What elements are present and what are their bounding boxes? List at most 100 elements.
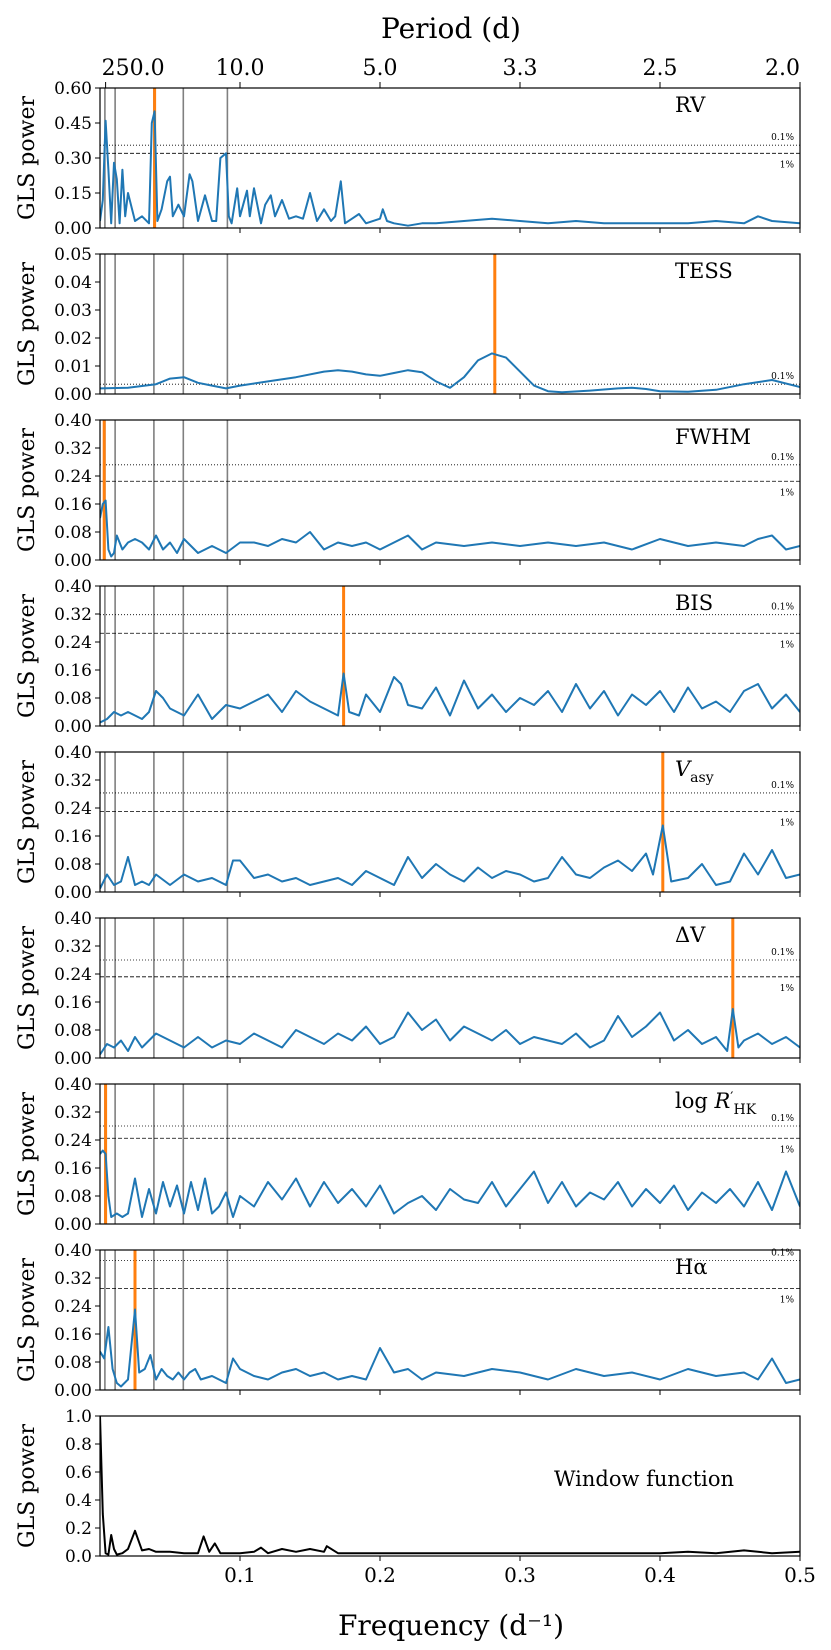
fap-threshold-label: 0.1% [771, 948, 794, 958]
y-tick-label: 0.04 [54, 273, 92, 293]
periodogram-series [100, 352, 800, 394]
y-tick-label: 0.8 [65, 1435, 92, 1455]
y-tick-label: 0.60 [54, 79, 92, 99]
y-tick-label: 0.05 [54, 245, 92, 265]
axes-frame [99, 1415, 801, 1557]
y-tick-label: 0.32 [54, 1103, 92, 1123]
top-tick-label: 250.0 [102, 56, 165, 81]
axes-frame [99, 1249, 801, 1391]
y-axis-title: GLS power [15, 1258, 40, 1382]
y-tick-label: 0.08 [54, 689, 92, 709]
y-tick-label: 0.02 [54, 329, 92, 349]
y-axis-title: GLS power [15, 262, 40, 386]
y-tick-label: 0.16 [54, 1159, 92, 1179]
panel-label: RV [675, 93, 706, 117]
y-tick-label: 0.32 [54, 1269, 92, 1289]
panel-7: 0.1% 1% 0.00 0.08 0.16 0.24 0.32 0.40 GLS power H… [15, 1241, 801, 1401]
x-tick-label: 0.5 [784, 1563, 816, 1587]
axes-frame [99, 253, 801, 395]
fap-threshold-label: 1% [780, 819, 795, 829]
periodogram-series [100, 1149, 800, 1218]
y-tick-label: 0.24 [54, 1297, 92, 1317]
x-tick-label: 0.3 [504, 1563, 536, 1587]
y-tick-label: 0.40 [54, 577, 92, 597]
periodogram-series [100, 1416, 800, 1556]
x-tick-label: 0.1 [224, 1563, 256, 1587]
panel-3: 0.1% 1% 0.00 0.08 0.16 0.24 0.32 0.40 GLS power B… [15, 577, 801, 737]
axes-frame [99, 585, 801, 727]
y-tick-label: 0.16 [54, 661, 92, 681]
periodogram-series [100, 499, 800, 558]
y-tick-label: 0.40 [54, 1241, 92, 1261]
axes-frame [99, 917, 801, 1059]
y-tick-label: 0.00 [54, 1215, 92, 1235]
x-axis-title: Frequency (d⁻¹) [338, 1609, 564, 1642]
fap-threshold-label: 0.1% [771, 372, 794, 382]
panel-label: Window function [554, 1467, 734, 1491]
panel-6: 0.1% 1% 0.00 0.08 0.16 0.24 0.32 0.40 GLS power l… [15, 1075, 801, 1235]
y-tick-label: 0.6 [65, 1463, 92, 1483]
panel-label: BIS [675, 591, 713, 615]
y-tick-label: 0.24 [54, 467, 92, 487]
top-tick-label: 10.0 [216, 56, 265, 81]
fap-threshold-label: 1% [780, 640, 795, 650]
fap-threshold-label: 1% [780, 488, 795, 498]
fap-threshold-label: 0.1% [771, 453, 794, 463]
y-tick-label: 0.32 [54, 605, 92, 625]
axes-frame [99, 751, 801, 893]
periodogram-series [100, 672, 800, 724]
fap-threshold-label: 1% [780, 984, 795, 994]
top-axis-ticks: 250.0 10.0 5.0 3.3 2.5 2.0 [102, 56, 801, 88]
y-tick-label: 0.00 [54, 1381, 92, 1401]
y-tick-label: 0.00 [54, 385, 92, 405]
y-tick-label: 0.16 [54, 1325, 92, 1345]
y-tick-label: 0.40 [54, 743, 92, 763]
y-tick-label: 0.32 [54, 937, 92, 957]
fap-threshold-label: 0.1% [771, 1249, 794, 1259]
y-tick-label: 0.24 [54, 799, 92, 819]
y-tick-label: 0.15 [54, 184, 92, 204]
y-tick-label: 0.40 [54, 411, 92, 431]
y-axis-title: GLS power [15, 926, 40, 1050]
y-tick-label: 0.2 [65, 1519, 92, 1539]
panel-label: Vasy [675, 757, 714, 786]
y-tick-label: 0.40 [54, 909, 92, 929]
y-tick-label: 0.00 [54, 219, 92, 239]
fap-threshold-label: 0.1% [771, 1114, 794, 1124]
y-tick-label: 0.40 [54, 1075, 92, 1095]
x-tick-label: 0.2 [364, 1563, 396, 1587]
panel-label: TESS [675, 259, 733, 283]
axes-frame [99, 1083, 801, 1225]
panel-2: 0.1% 1% 0.00 0.08 0.16 0.24 0.32 0.40 GLS power F… [15, 411, 801, 571]
y-tick-label: 0.03 [54, 301, 92, 321]
panel-label: log R′HK [675, 1089, 757, 1118]
periodogram-series [100, 824, 800, 889]
fap-threshold-label: 1% [780, 1145, 795, 1155]
y-tick-label: 0.08 [54, 523, 92, 543]
y-tick-label: 0.08 [54, 855, 92, 875]
y-tick-label: 0.00 [54, 1049, 92, 1069]
y-tick-label: 0.08 [54, 1187, 92, 1207]
panel-1: 0.1% 0.00 0.01 0.02 0.03 0.04 0.05 GLS power TES… [15, 245, 801, 405]
fap-threshold-label: 0.1% [771, 603, 794, 613]
panel-label: FWHM [675, 425, 751, 449]
fap-threshold-label: 0.1% [771, 133, 794, 143]
y-tick-label: 0.32 [54, 771, 92, 791]
panel-5: 0.1% 1% 0.00 0.08 0.16 0.24 0.32 0.40 GLS power Δ… [15, 909, 801, 1069]
y-axis-title: GLS power [15, 428, 40, 552]
y-axis-title: GLS power [15, 1092, 40, 1216]
panel-8: 0.0 0.2 0.4 0.6 0.8 1.0 GLS power Window functi… [15, 1407, 801, 1567]
bottom-axis-ticks: 0.1 0.2 0.3 0.4 0.5 [224, 1563, 816, 1587]
y-tick-label: 0.16 [54, 827, 92, 847]
y-tick-label: 0.00 [54, 883, 92, 903]
y-tick-label: 0.16 [54, 495, 92, 515]
top-tick-label: 3.3 [503, 56, 538, 81]
y-tick-label: 0.01 [54, 357, 92, 377]
y-axis-title: GLS power [15, 1424, 40, 1548]
y-tick-label: 0.0 [65, 1547, 92, 1567]
y-tick-label: 0.32 [54, 439, 92, 459]
y-tick-label: 0.30 [54, 149, 92, 169]
fap-threshold-label: 0.1% [771, 781, 794, 791]
